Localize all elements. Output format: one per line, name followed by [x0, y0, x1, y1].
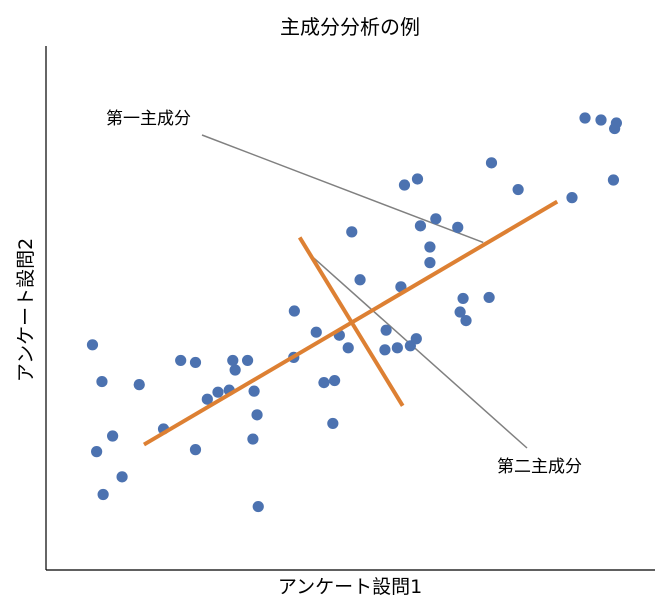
data-point-55 — [610, 117, 623, 129]
data-point-39 — [411, 173, 424, 185]
data-point-5 — [97, 488, 109, 501]
annotation-line-2 — [312, 257, 528, 449]
data-point-44 — [452, 221, 464, 233]
data-point-38 — [398, 179, 411, 191]
data-point-42 — [424, 241, 436, 253]
data-point-31 — [354, 274, 366, 286]
y-axis-label: アンケート設問2 — [15, 238, 37, 382]
data-point-22 — [288, 305, 300, 317]
data-point-32 — [379, 344, 391, 356]
data-point-51 — [566, 192, 578, 204]
data-point-18 — [248, 385, 260, 397]
chart-title: 主成分分析の例 — [280, 15, 420, 39]
data-point-45 — [454, 306, 466, 318]
data-point-17 — [241, 354, 254, 367]
data-point-26 — [329, 374, 341, 387]
data-point-21 — [252, 500, 264, 513]
data-point-46 — [457, 292, 469, 305]
annotation-second-component: 第二主成分 — [497, 457, 582, 477]
component-line-2 — [297, 236, 405, 407]
data-point-13 — [212, 386, 224, 398]
data-point-48 — [483, 291, 495, 304]
x-axis-label: アンケート設問1 — [278, 576, 422, 598]
data-point-30 — [346, 226, 358, 238]
annotation-lines — [201, 134, 528, 449]
data-point-19 — [251, 409, 263, 421]
data-point-56 — [607, 174, 620, 186]
data-point-41 — [424, 257, 436, 269]
data-point-47 — [460, 315, 472, 327]
data-point-29 — [342, 342, 354, 354]
data-point-2 — [96, 375, 108, 388]
data-point-4 — [107, 430, 119, 442]
annotation-line-1 — [201, 134, 484, 244]
data-point-52 — [579, 112, 591, 124]
data-point-27 — [327, 417, 339, 430]
data-points — [86, 112, 623, 513]
data-point-9 — [175, 354, 187, 367]
data-point-3 — [91, 446, 103, 458]
data-point-24 — [310, 326, 322, 338]
data-point-11 — [189, 444, 202, 456]
data-point-49 — [485, 157, 498, 169]
data-point-53 — [595, 114, 607, 126]
principal-components — [142, 199, 559, 447]
data-point-15 — [227, 354, 239, 367]
data-point-1 — [86, 339, 99, 351]
data-point-6 — [116, 471, 128, 483]
data-point-20 — [247, 433, 259, 445]
data-point-43 — [430, 213, 442, 225]
data-point-10 — [189, 356, 202, 369]
data-point-40 — [414, 220, 427, 232]
data-point-33 — [380, 324, 392, 336]
data-point-34 — [391, 342, 403, 354]
data-point-12 — [201, 393, 213, 405]
data-point-7 — [133, 379, 145, 391]
data-point-16 — [229, 364, 241, 376]
annotation-first-component: 第一主成分 — [106, 109, 191, 129]
data-point-50 — [512, 183, 524, 196]
data-point-25 — [318, 376, 330, 389]
data-point-37 — [410, 333, 422, 345]
